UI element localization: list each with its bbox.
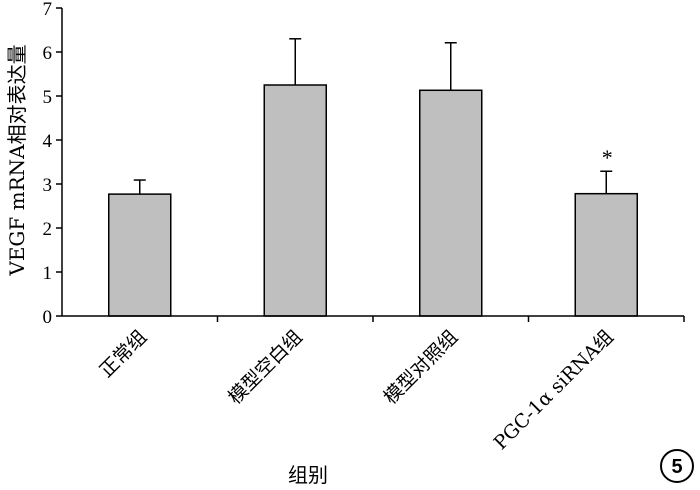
- bar: [108, 193, 172, 317]
- x-tick-label: 模型对照组: [380, 326, 463, 409]
- y-tick-label: 3: [43, 175, 53, 196]
- x-tick-labels: 正常组 模型空白组 模型对照组 PGC-1α siRNA组: [95, 326, 617, 454]
- figure-badge-number: 5: [671, 456, 682, 478]
- x-axis-ticks: [216, 316, 685, 322]
- y-tick-label: 5: [43, 87, 53, 108]
- significance-asterisk: *: [602, 145, 613, 170]
- bar: [263, 84, 327, 317]
- error-bars-group: [133, 38, 613, 195]
- x-tick-label: PGC-1α siRNA组: [490, 326, 618, 454]
- y-tick-label: 0: [43, 307, 53, 328]
- y-tick-label: 7: [43, 0, 53, 20]
- y-tick-label: 4: [43, 131, 53, 152]
- y-tick-label: 2: [43, 219, 53, 240]
- bars-group: [108, 84, 638, 317]
- bar: [419, 89, 483, 317]
- y-axis-ticks: 0 1 2 3 4 5 6 7: [43, 0, 62, 328]
- figure-badge-circle: [660, 449, 694, 483]
- significance-marks: *: [602, 145, 613, 170]
- y-tick-label: 6: [43, 43, 53, 64]
- x-tick-label: 正常组: [95, 326, 151, 382]
- bar: [574, 192, 638, 317]
- figure-badge: 5: [660, 449, 694, 483]
- x-tick-label: 模型空白组: [224, 326, 307, 409]
- x-axis-title: 组别: [288, 463, 328, 487]
- y-tick-label: 1: [43, 263, 53, 284]
- y-axis-title: VEGF mRNA相对表达量: [5, 44, 29, 276]
